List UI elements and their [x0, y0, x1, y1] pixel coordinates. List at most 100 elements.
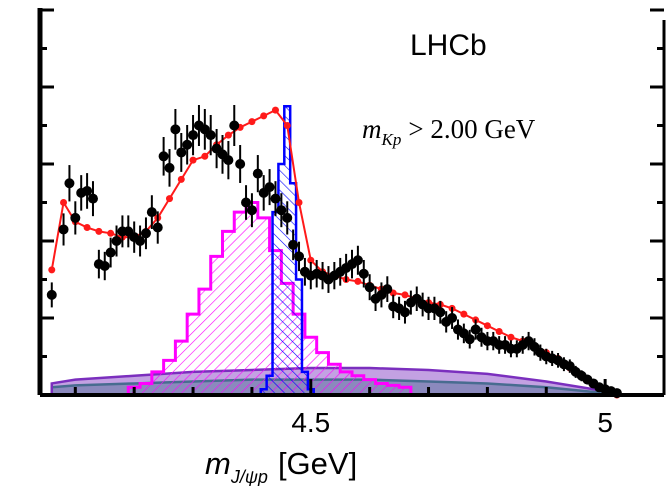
- data-point: [276, 193, 287, 228]
- fit-point: [354, 277, 362, 285]
- data-marker: [205, 130, 216, 141]
- data-point: [229, 105, 240, 146]
- data-point: [464, 329, 475, 349]
- data-marker: [176, 147, 187, 158]
- data-marker: [464, 334, 475, 345]
- x-axis-symbol: m: [205, 446, 231, 481]
- data-point: [399, 300, 410, 324]
- data-point: [252, 155, 263, 193]
- data-point: [288, 229, 299, 261]
- data-points-series: [46, 105, 622, 399]
- fit-point: [460, 310, 468, 318]
- data-point: [170, 108, 181, 150]
- data-marker: [241, 197, 252, 208]
- data-marker: [105, 247, 116, 258]
- data-point: [164, 149, 175, 187]
- pc-4450-histogram: [259, 105, 315, 397]
- experiment-label: LHCb: [410, 29, 487, 62]
- x-axis-label: mJ/ψp [GeV]: [205, 446, 357, 486]
- data-point: [82, 173, 93, 209]
- data-point: [294, 241, 305, 272]
- data-point: [364, 274, 375, 301]
- data-point: [205, 114, 216, 156]
- fit-point: [201, 152, 209, 160]
- data-marker: [64, 178, 75, 189]
- fit-point: [307, 256, 315, 264]
- data-point: [182, 124, 193, 165]
- data-marker: [352, 255, 363, 266]
- data-marker: [188, 130, 199, 141]
- data-marker: [235, 159, 246, 169]
- data-point: [70, 201, 81, 235]
- data-point: [470, 319, 481, 340]
- data-point: [140, 217, 151, 250]
- pc-4380-component: [126, 201, 413, 397]
- data-point: [87, 181, 98, 217]
- data-marker: [399, 307, 410, 318]
- fit-point: [224, 131, 232, 139]
- fit-point: [260, 112, 268, 120]
- data-marker: [140, 228, 151, 239]
- data-point: [135, 225, 146, 257]
- data-marker: [364, 282, 375, 293]
- data-marker: [270, 193, 281, 204]
- fit-point: [283, 122, 291, 129]
- data-marker: [435, 307, 446, 318]
- data-marker: [135, 236, 146, 246]
- fit-point: [107, 229, 115, 237]
- data-point: [46, 282, 57, 308]
- fit-point: [248, 118, 256, 126]
- fit-point: [495, 327, 503, 335]
- fit-point: [295, 199, 303, 206]
- data-marker: [382, 284, 393, 295]
- data-point: [199, 108, 210, 150]
- data-marker: [99, 261, 110, 272]
- data-marker: [447, 313, 458, 323]
- data-point: [158, 137, 169, 176]
- pc-4380-histogram: [126, 201, 413, 397]
- data-point: [382, 276, 393, 302]
- data-point: [105, 237, 116, 268]
- data-marker: [170, 124, 181, 135]
- fit-point: [189, 156, 197, 164]
- data-marker: [111, 236, 122, 246]
- data-marker: [158, 151, 169, 162]
- data-marker: [182, 139, 193, 150]
- data-marker: [294, 251, 305, 262]
- data-marker: [276, 205, 287, 216]
- total-fit-line: [50, 108, 618, 396]
- data-point: [123, 215, 134, 248]
- x-tick-label: 5: [597, 407, 613, 438]
- data-marker: [288, 239, 299, 250]
- data-point: [235, 145, 246, 183]
- data-point: [152, 211, 163, 244]
- data-marker: [358, 268, 369, 279]
- data-point: [282, 201, 293, 235]
- data-point: [264, 169, 275, 206]
- data-point: [435, 300, 446, 324]
- cut-subscript: Kp: [381, 130, 402, 149]
- fit-point: [483, 322, 491, 330]
- data-point: [146, 195, 157, 230]
- fit-point: [177, 175, 185, 183]
- fit-point: [166, 195, 174, 203]
- fit-point: [401, 291, 409, 299]
- data-point: [241, 185, 252, 220]
- fit-point: [95, 227, 103, 235]
- data-point: [176, 133, 187, 172]
- data-point: [270, 181, 281, 217]
- data-marker: [146, 207, 157, 218]
- fit-point: [507, 333, 515, 341]
- pc-4450-component: [259, 105, 315, 397]
- data-point: [188, 114, 199, 156]
- data-marker: [58, 224, 69, 235]
- data-marker: [470, 324, 481, 335]
- data-marker: [70, 212, 81, 223]
- data-point: [111, 225, 122, 257]
- data-point: [352, 245, 363, 275]
- data-point: [223, 141, 234, 180]
- x-axis-subscript: J/ψp: [230, 467, 268, 486]
- axes-frame: 4.5 5: [37, 8, 666, 438]
- data-marker: [282, 212, 293, 223]
